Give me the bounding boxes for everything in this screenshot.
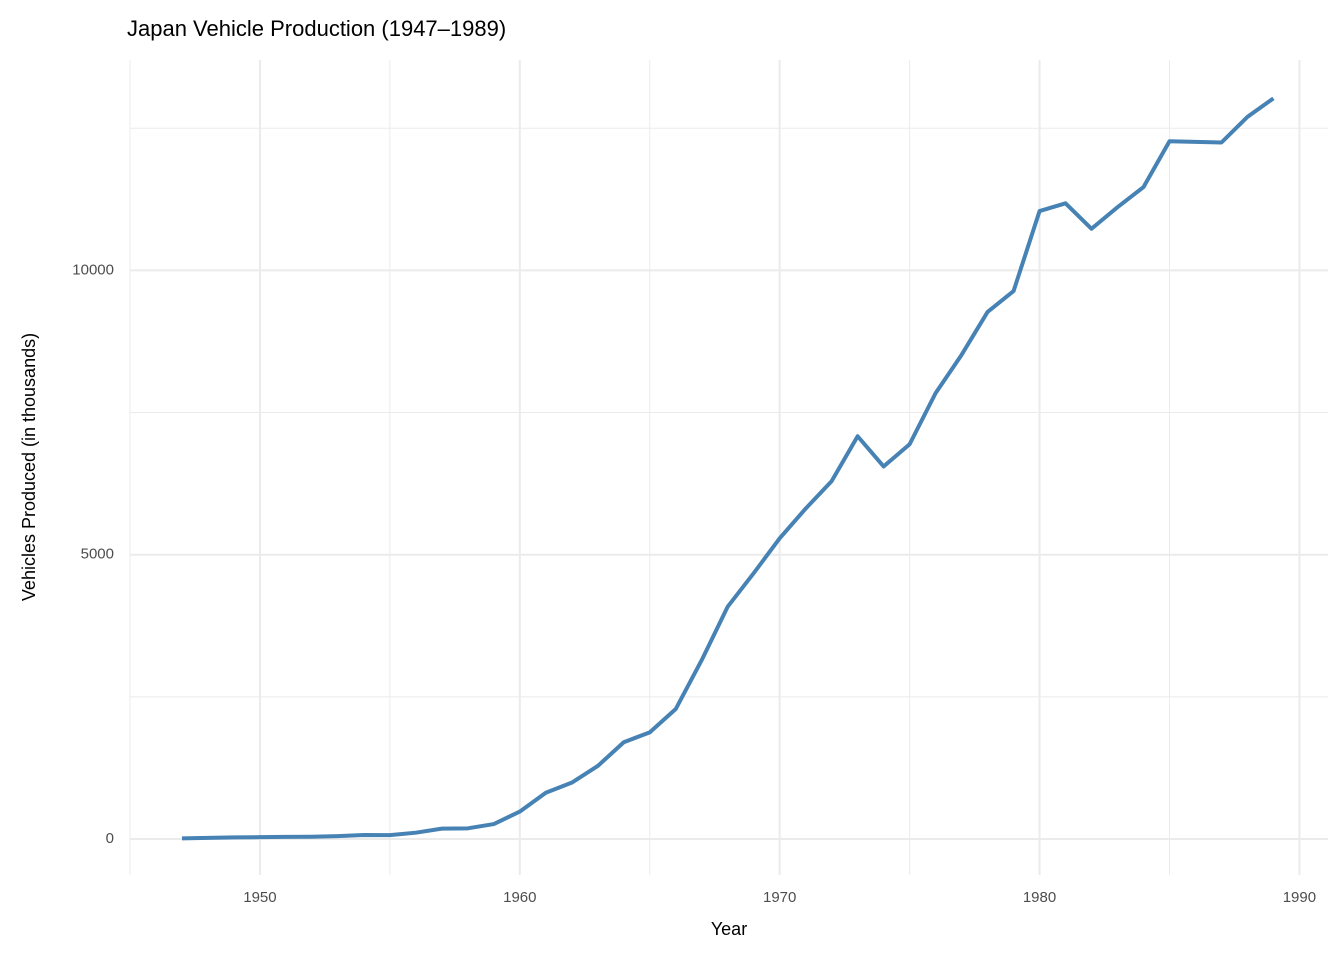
y-axis-title: Vehicles Produced (in thousands) — [19, 333, 39, 601]
y-tick-label: 0 — [106, 830, 114, 847]
y-tick-label: 5000 — [81, 546, 114, 563]
chart-title: Japan Vehicle Production (1947–1989) — [127, 16, 506, 41]
line — [181, 96, 1275, 841]
x-tick-label: 1980 — [1023, 889, 1056, 906]
x-axis-title: Year — [711, 919, 747, 939]
x-tick-label: 1990 — [1283, 889, 1316, 906]
x-tick-label: 1970 — [763, 889, 796, 906]
x-tick-label: 1960 — [503, 889, 536, 906]
x-tick-label: 1950 — [243, 889, 276, 906]
y-tick-label: 10000 — [72, 261, 114, 278]
